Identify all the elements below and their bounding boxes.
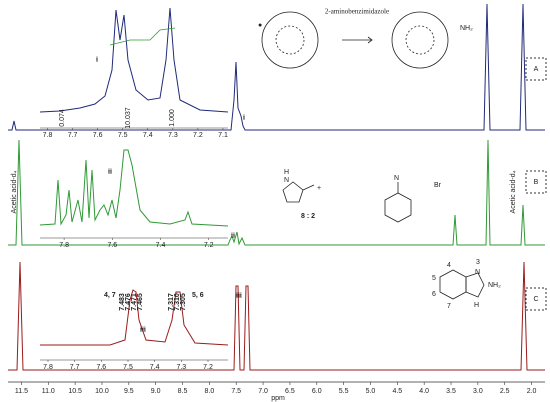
inset-tick-label: 7.6 (93, 132, 103, 139)
spectrum-label: C (533, 296, 538, 303)
reagent-label: 2-aminobenzimidazole (325, 8, 389, 16)
atom: H (284, 169, 289, 176)
inset-tick-label: 7.5 (118, 132, 128, 139)
inset-tick-label: 7.3 (176, 364, 186, 371)
atom-number: 3 (476, 259, 480, 266)
shift-label: 7.317 (168, 293, 175, 311)
plus: + (317, 185, 321, 192)
inset-tick-label: 7.2 (203, 364, 213, 371)
inset-tick-label: 7.8 (43, 132, 53, 139)
inset-tick-label: 7.3 (168, 132, 178, 139)
integral-label: 10.037 (125, 107, 132, 129)
x-tick-label: 6.0 (312, 388, 322, 395)
x-tick-label: 11.0 (42, 388, 55, 395)
x-tick-label: 5.5 (339, 388, 349, 395)
atom: N (394, 175, 399, 182)
x-tick-label: 5.0 (366, 388, 376, 395)
atom-number: 4 (447, 262, 451, 269)
atom: H (474, 302, 479, 309)
inset-tick-label: 7.4 (150, 364, 160, 371)
solvent-label: Acetic acid-d₄ (11, 170, 18, 213)
label-box (525, 57, 547, 81)
integral-curve (109, 27, 176, 46)
label-box (525, 170, 547, 194)
x-tick-label: 3.0 (473, 388, 483, 395)
inset-tick-label: 7.7 (68, 132, 78, 139)
x-tick-label: 6.5 (285, 388, 295, 395)
bullet: ● (258, 22, 262, 29)
x-axis-label: ppm (271, 395, 285, 402)
shift-label: 7.305 (180, 293, 187, 311)
x-tick-label: 10.0 (95, 388, 109, 395)
peak-label: ii (231, 232, 235, 240)
x-tick-label: 10.5 (68, 388, 82, 395)
inset-tick-label: 7.4 (143, 132, 153, 139)
atom: NH₂ (460, 25, 473, 32)
inset-tick-label: 7.5 (123, 364, 133, 371)
inset-label: iii (140, 326, 146, 334)
x-tick-label: 2.0 (527, 388, 537, 395)
atom: N (284, 177, 289, 184)
spectrum-b (8, 139, 545, 246)
spectrum-c (8, 261, 545, 371)
atom: N (475, 269, 480, 276)
anion: Br (434, 182, 442, 189)
x-tick-label: 8.5 (178, 388, 188, 395)
atom-number: 7 (447, 303, 451, 310)
inset-tick-label: 7.2 (204, 242, 214, 249)
x-tick-label: 9.5 (124, 388, 134, 395)
spectrum-label: B (534, 179, 539, 186)
label-box (525, 287, 547, 311)
structures (261, 11, 485, 300)
spectrum-a (8, 3, 545, 131)
shift-label: 7.476 (125, 293, 132, 311)
inset-tick-label: 7.7 (70, 364, 80, 371)
ratio: 8 : 2 (301, 213, 315, 220)
x-tick-label: 4.5 (392, 388, 402, 395)
shift-label: 7.465 (137, 293, 144, 311)
inset-label: ii (108, 168, 112, 176)
inset-label: i (96, 56, 98, 64)
atom-number: 5 (432, 275, 436, 282)
x-tick-label: 2.5 (500, 388, 510, 395)
inset-spectrum-c (40, 289, 229, 346)
shift-label: 7.471 (131, 293, 138, 311)
inset-spectrum-b (39, 149, 229, 227)
inset-tick-label: 7.8 (59, 242, 69, 249)
x-tick-label: 3.5 (446, 388, 456, 395)
inset-tick-label: 7.6 (96, 364, 106, 371)
inset-tick-label: 7.6 (107, 242, 117, 249)
integral-label: 1.000 (169, 109, 176, 127)
spectrum-label: A (534, 66, 539, 73)
inset-tick-label: 7.4 (156, 242, 166, 249)
peak-label: iii (236, 292, 242, 300)
shift-label: 7.310 (174, 293, 181, 311)
inset-tick-label: 7.8 (43, 364, 53, 371)
assignment-label: 5, 6 (192, 292, 204, 299)
x-tick-label: 4.0 (419, 388, 429, 395)
x-tick-label: 7.0 (258, 388, 268, 395)
inset-spectrum-a (39, 7, 229, 113)
atom-number: 6 (432, 291, 436, 298)
inset-tick-label: 7.2 (193, 132, 203, 139)
x-tick-label: 8.0 (205, 388, 215, 395)
shift-label: 7.483 (119, 293, 126, 311)
integral-label: 0.074 (59, 109, 66, 127)
x-tick-label: 9.0 (151, 388, 161, 395)
x-tick-label: 7.5 (231, 388, 241, 395)
x-tick-label: 11.5 (15, 388, 28, 395)
solvent-label: Acetic acid-d₄ (510, 170, 517, 213)
assignment-label: 4, 7 (104, 292, 116, 299)
atom: NH₂ (488, 282, 501, 289)
peak-label: i (243, 114, 245, 122)
inset-tick-label: 7.1 (218, 132, 228, 139)
